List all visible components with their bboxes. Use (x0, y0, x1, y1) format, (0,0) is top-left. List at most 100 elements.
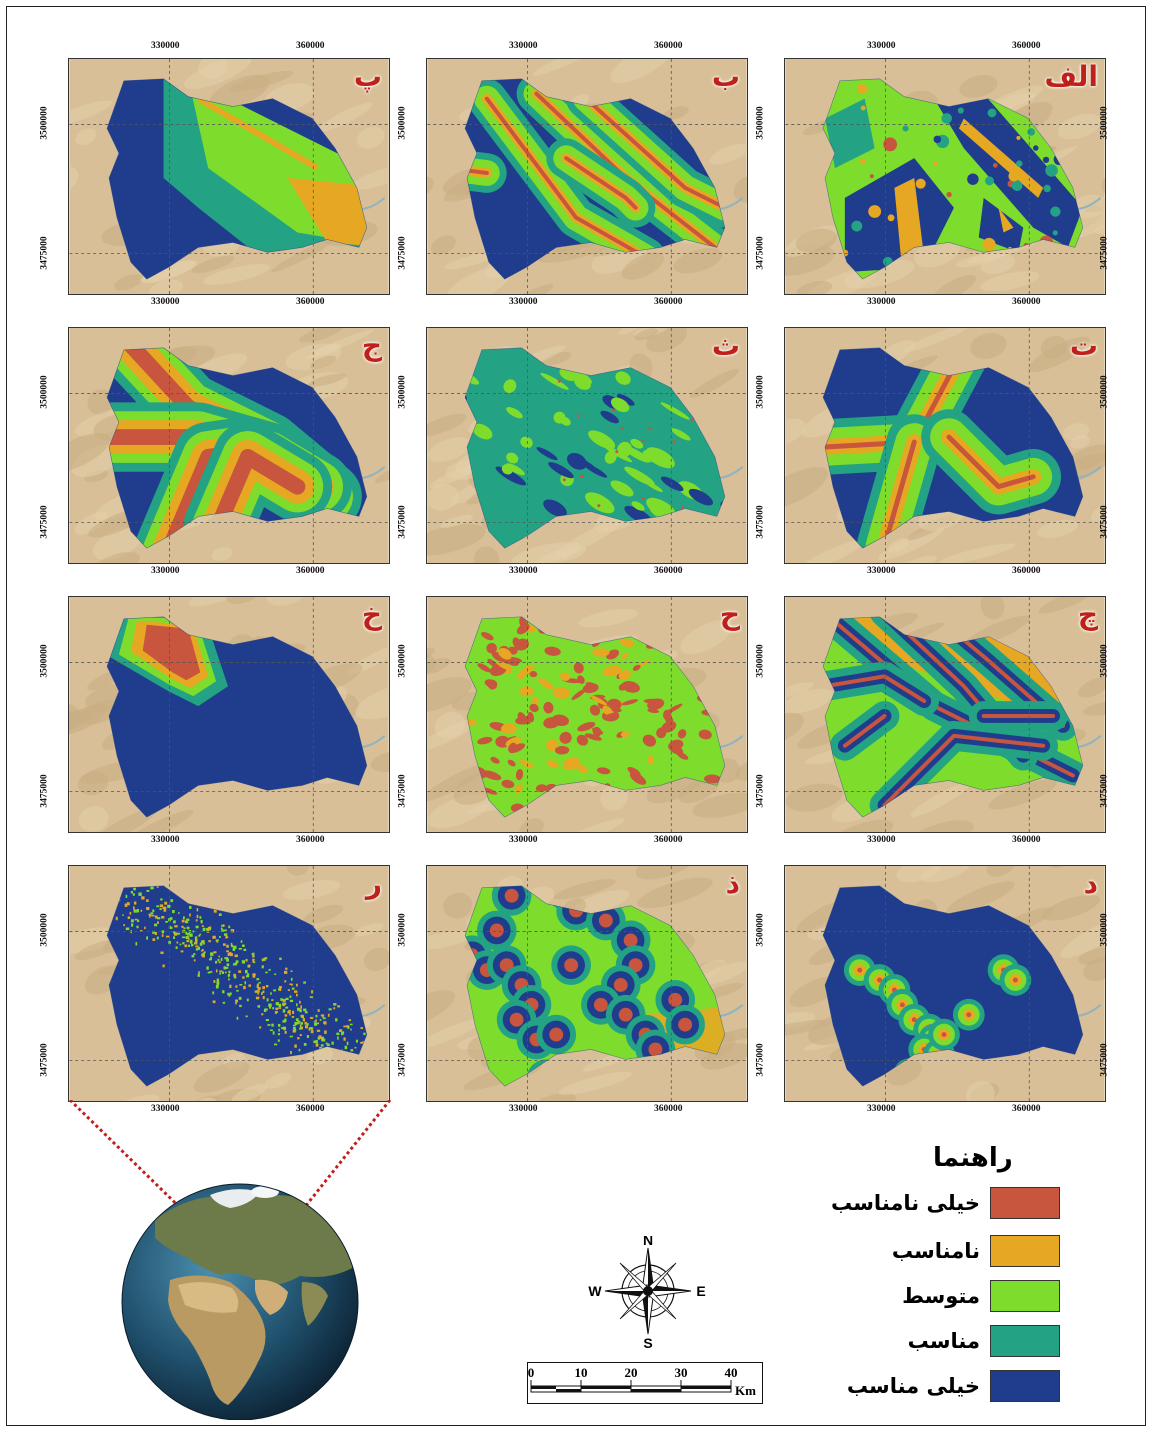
panel-label: ث (711, 329, 740, 362)
map-panel: چ (784, 596, 1106, 833)
legend-label: نامناسب (891, 1239, 980, 1263)
x-tick-label: 330000 (151, 835, 180, 845)
map-canvas (784, 865, 1106, 1102)
x-tick-label: 330000 (867, 835, 896, 845)
continent-eurasia (155, 1194, 355, 1285)
y-tick-label: 3475000 (39, 1043, 50, 1077)
x-tick-label: 330000 (867, 566, 896, 576)
panel-label: د (1083, 867, 1098, 900)
y-tick-label: 3500000 (397, 913, 408, 947)
y-tick-label: 3500000 (755, 106, 766, 140)
legend-item: خیلی مناسب (847, 1370, 1060, 1404)
x-tick-label: 330000 (509, 835, 538, 845)
panel-label: ح (719, 598, 740, 631)
y-tick-label: 3475000 (39, 774, 50, 808)
panel-label: خ (361, 598, 382, 631)
x-tick-label: 330000 (867, 41, 896, 51)
arabia (255, 1279, 288, 1315)
y-tick-label: 3500000 (39, 375, 50, 409)
x-tick-label: 360000 (654, 835, 683, 845)
map-panel: پ (68, 58, 390, 295)
x-tick-label: 330000 (867, 1104, 896, 1114)
map-panel: الف (784, 58, 1106, 295)
continent-africa (168, 1275, 266, 1405)
x-tick-label: 360000 (1012, 41, 1041, 51)
y-tick-label: 3500000 (39, 644, 50, 678)
y-tick-label: 3475000 (39, 505, 50, 539)
y-tick-label: 3500000 (39, 106, 50, 140)
legend-swatch (990, 1187, 1060, 1219)
y-tick-label: 3500000 (755, 913, 766, 947)
legend-label: متوسط (902, 1284, 980, 1308)
y-tick-label: 3475000 (39, 236, 50, 270)
x-tick-label: 360000 (654, 41, 683, 51)
legend-item: متوسط (850, 1280, 1060, 1314)
greenland (210, 1189, 260, 1208)
legend-item: خیلی نامناسب (831, 1187, 1060, 1221)
legend-title: راهنما (933, 1143, 1013, 1173)
map-panel: ج (68, 327, 390, 564)
legend-swatch (990, 1325, 1060, 1357)
x-tick-label: 360000 (1012, 1104, 1041, 1114)
y-tick-label: 3500000 (397, 644, 408, 678)
y-tick-label: 3500000 (39, 913, 50, 947)
continent-india (301, 1282, 328, 1326)
map-panel: ذ (426, 865, 748, 1102)
panel-label: چ (1077, 598, 1098, 631)
y-tick-label: 3500000 (1099, 375, 1110, 409)
scale-tick: 10 (574, 1365, 587, 1380)
map-panel: ح (426, 596, 748, 833)
y-tick-label: 3500000 (1099, 644, 1110, 678)
map-canvas (68, 327, 390, 564)
legend-label: مناسب (907, 1329, 980, 1353)
y-tick-label: 3500000 (397, 106, 408, 140)
x-tick-label: 360000 (296, 835, 325, 845)
x-tick-label: 360000 (1012, 566, 1041, 576)
legend-item: نامناسب (850, 1235, 1060, 1269)
panel-label: ت (1069, 329, 1098, 362)
y-tick-label: 3475000 (1099, 1043, 1110, 1077)
y-tick-label: 3475000 (755, 505, 766, 539)
map-canvas (68, 58, 390, 295)
y-tick-label: 3475000 (397, 774, 408, 808)
globe-inset (68, 1100, 392, 1420)
north-arrow: N S W E (588, 1236, 705, 1351)
x-tick-label: 360000 (654, 1104, 683, 1114)
x-tick-label: 360000 (654, 297, 683, 307)
panel-label: ذ (725, 867, 740, 900)
map-canvas (426, 327, 748, 564)
map-panel: د (784, 865, 1106, 1102)
compass-north: N (643, 1236, 653, 1248)
map-canvas (68, 596, 390, 833)
x-tick-label: 360000 (654, 566, 683, 576)
map-panel: خ (68, 596, 390, 833)
y-tick-label: 3500000 (1099, 106, 1110, 140)
x-tick-label: 330000 (151, 297, 180, 307)
y-tick-label: 3475000 (1099, 505, 1110, 539)
y-tick-label: 3500000 (755, 644, 766, 678)
panel-label: ر (365, 867, 382, 900)
y-tick-label: 3475000 (755, 236, 766, 270)
x-tick-label: 330000 (509, 297, 538, 307)
y-tick-label: 3500000 (1099, 913, 1110, 947)
legend-swatch (990, 1370, 1060, 1402)
scale-bar: 0 10 20 30 40 Km (527, 1362, 763, 1404)
map-canvas (784, 327, 1106, 564)
x-tick-label: 330000 (151, 566, 180, 576)
ice-cap (251, 1186, 279, 1198)
panel-label: ب (711, 60, 740, 93)
legend-label: خیلی نامناسب (831, 1191, 980, 1215)
x-tick-label: 360000 (296, 1104, 325, 1114)
legend-swatch (990, 1235, 1060, 1267)
compass-south: S (643, 1335, 652, 1351)
y-tick-label: 3475000 (397, 505, 408, 539)
y-tick-label: 3475000 (397, 1043, 408, 1077)
map-panel: ت (784, 327, 1106, 564)
y-tick-label: 3475000 (1099, 236, 1110, 270)
desert-sahara (178, 1282, 239, 1313)
legend-swatch (990, 1280, 1060, 1312)
map-panel: ث (426, 327, 748, 564)
x-tick-label: 360000 (296, 566, 325, 576)
y-tick-label: 3475000 (397, 236, 408, 270)
x-tick-label: 330000 (509, 566, 538, 576)
